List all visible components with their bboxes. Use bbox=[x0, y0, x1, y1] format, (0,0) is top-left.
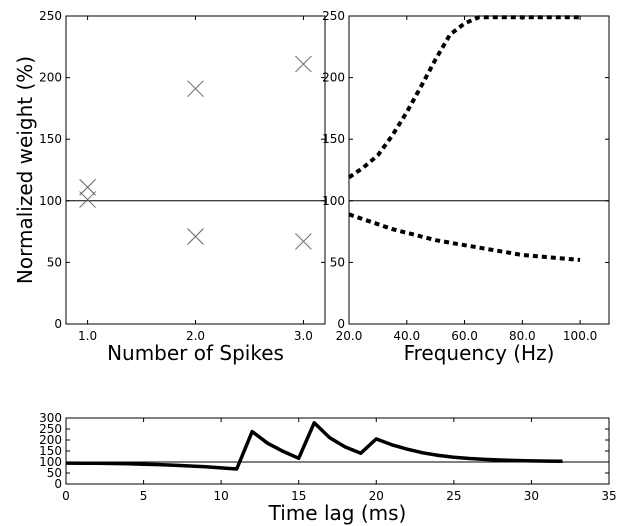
plot-frame bbox=[65, 15, 326, 325]
y-tick-label: 50 bbox=[330, 255, 345, 269]
y-tick-label: 250 bbox=[39, 9, 62, 23]
data-point bbox=[79, 178, 96, 196]
y-tick-label: 200 bbox=[39, 433, 62, 447]
x-tick-label: 35 bbox=[601, 489, 616, 503]
y-tick-label: 150 bbox=[39, 444, 62, 458]
y-tick-label: 250 bbox=[39, 422, 62, 436]
x-tick-label: 100.0 bbox=[563, 329, 597, 343]
plot-frame bbox=[348, 15, 610, 325]
x-tick-label: 10 bbox=[214, 489, 229, 503]
y-tick-label: 100 bbox=[322, 194, 345, 208]
series-line bbox=[65, 421, 563, 471]
frequency-line-panel: 20.0 40.0 60.0 80.0 100.0 0 50 100 150 200 250 Freq… bbox=[322, 9, 610, 365]
x-tick-label: 15 bbox=[291, 489, 306, 503]
y-tick-label: 300 bbox=[39, 411, 62, 425]
y-tick-label: 0 bbox=[54, 317, 62, 331]
x-tick-label: 20.0 bbox=[336, 329, 363, 343]
data-point bbox=[295, 233, 312, 250]
data-point bbox=[187, 80, 204, 98]
x-tick-label: 0 bbox=[62, 489, 70, 503]
y-tick-label: 100 bbox=[39, 455, 62, 469]
x-tick-label: 1.0 bbox=[78, 329, 97, 343]
y-tick-label: 50 bbox=[47, 255, 62, 269]
x-tick-label: 2.0 bbox=[186, 329, 205, 343]
y-tick-label: 150 bbox=[39, 132, 62, 146]
data-point bbox=[295, 55, 312, 73]
data-point bbox=[79, 191, 96, 208]
y-tick-label: 200 bbox=[39, 71, 62, 85]
series-line bbox=[348, 212, 581, 262]
x-axis-title: Frequency (Hz) bbox=[404, 341, 555, 365]
y-tick-label: 150 bbox=[322, 132, 345, 146]
y-axis-title: Normalized weight (%) bbox=[13, 56, 37, 284]
x-tick-label: 40.0 bbox=[393, 329, 420, 343]
data-point bbox=[187, 228, 204, 245]
y-tick-label: 0 bbox=[337, 317, 345, 331]
y-tick-label: 250 bbox=[322, 9, 345, 23]
series-line bbox=[347, 15, 581, 180]
x-tick-label: 3.0 bbox=[294, 329, 313, 343]
y-tick-label: 50 bbox=[47, 466, 62, 480]
x-tick-label: 20 bbox=[369, 489, 384, 503]
x-tick-label: 25 bbox=[446, 489, 461, 503]
x-tick-label: 30 bbox=[524, 489, 539, 503]
x-tick-label: 5 bbox=[140, 489, 148, 503]
y-tick-label: 100 bbox=[39, 194, 62, 208]
x-axis-title: Time lag (ms) bbox=[268, 501, 407, 525]
x-tick-label: 60.0 bbox=[451, 329, 478, 343]
spikes-scatter-panel: 1.0 2.0 3.0 0 50 100 150 200 250 Number of Spikes… bbox=[13, 9, 326, 365]
plot-frame bbox=[65, 417, 610, 485]
x-axis-title: Number of Spikes bbox=[107, 341, 284, 365]
y-tick-label: 200 bbox=[322, 71, 345, 85]
x-tick-label: 80.0 bbox=[509, 329, 536, 343]
y-tick-label: 0 bbox=[54, 477, 62, 491]
